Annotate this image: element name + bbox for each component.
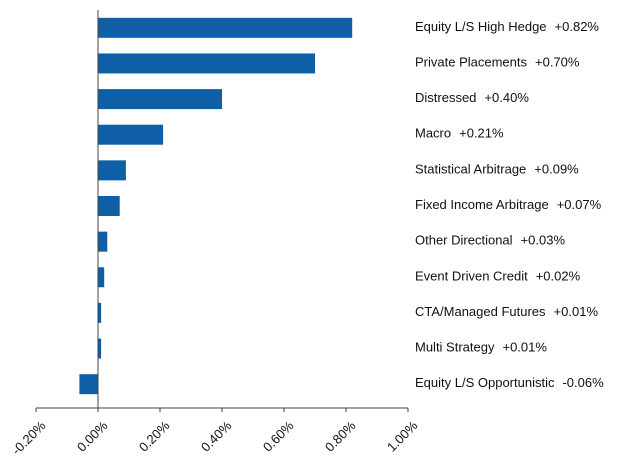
bar-label: Distressed +0.40% — [415, 91, 529, 106]
bar — [98, 17, 353, 38]
value-label: -0.06% — [562, 376, 604, 391]
value-label: +0.07% — [557, 197, 602, 212]
bar-label: Multi Strategy +0.01% — [415, 340, 547, 355]
bar — [98, 124, 164, 145]
category-label: Distressed — [415, 91, 476, 106]
value-label: +0.09% — [534, 162, 579, 177]
bar — [79, 374, 98, 395]
bar-label: Equity L/S High Hedge +0.82% — [415, 19, 599, 34]
value-label: +0.01% — [554, 304, 599, 319]
category-label: Private Placements — [415, 55, 527, 70]
category-label: CTA/Managed Futures — [415, 304, 546, 319]
category-label: Fixed Income Arbitrage — [415, 197, 549, 212]
bar — [98, 231, 108, 252]
bar — [98, 89, 222, 110]
bar-label: Private Placements +0.70% — [415, 55, 580, 70]
category-label: Other Directional — [415, 233, 513, 248]
bar — [98, 53, 315, 74]
x-tick-label: 0.20% — [136, 418, 173, 455]
bar-label: Macro +0.21% — [415, 126, 504, 141]
value-label: +0.21% — [459, 126, 504, 141]
x-tick-label: -0.20% — [9, 418, 49, 458]
bar-label: Fixed Income Arbitrage +0.07% — [415, 197, 602, 212]
category-label: Statistical Arbitrage — [415, 162, 526, 177]
bar-label: Statistical Arbitrage +0.09% — [415, 162, 579, 177]
bar-label: CTA/Managed Futures +0.01% — [415, 304, 598, 319]
x-tick-label: 0.40% — [198, 418, 235, 455]
x-tick-label: 0.60% — [260, 418, 297, 455]
bar — [98, 338, 102, 359]
category-label: Macro — [415, 126, 451, 141]
x-tick-label: 0.80% — [322, 418, 359, 455]
bar-label: Other Directional +0.03% — [415, 233, 565, 248]
category-label: Event Driven Credit — [415, 269, 528, 284]
bar — [98, 302, 102, 323]
value-label: +0.01% — [502, 340, 547, 355]
value-label: +0.02% — [536, 269, 581, 284]
value-label: +0.40% — [484, 91, 529, 106]
bar — [98, 267, 105, 288]
bar — [98, 160, 126, 181]
bar-label: Event Driven Credit +0.02% — [415, 269, 581, 284]
category-label: Equity L/S Opportunistic — [415, 376, 555, 391]
x-tick-label: 1.00% — [384, 418, 421, 455]
value-label: +0.70% — [535, 55, 580, 70]
category-label: Multi Strategy — [415, 340, 495, 355]
bar — [98, 196, 120, 216]
category-label: Equity L/S High Hedge — [415, 19, 547, 34]
bar-label: Equity L/S Opportunistic -0.06% — [415, 376, 604, 391]
value-label: +0.82% — [555, 19, 600, 34]
x-tick-label: 0.00% — [74, 418, 111, 455]
value-label: +0.03% — [521, 233, 566, 248]
